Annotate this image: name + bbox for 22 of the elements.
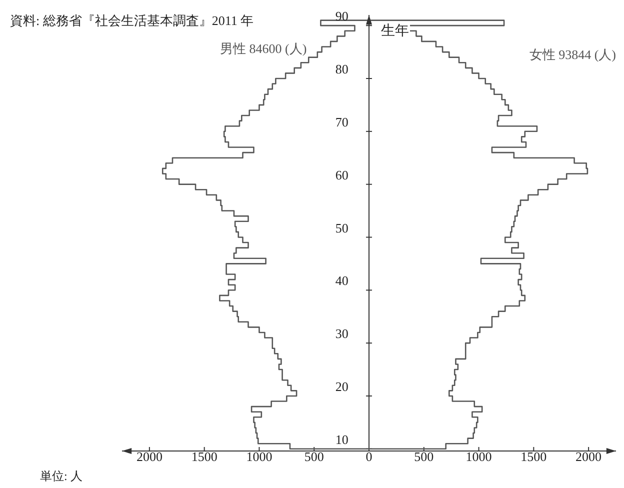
y-tick-label: 10 <box>335 432 348 447</box>
x-tick-label: 2000 <box>136 449 162 464</box>
x-tick-label: 2000 <box>576 449 602 464</box>
y-tick-label: 20 <box>335 378 348 394</box>
x-tick-label: 500 <box>414 449 434 464</box>
y-tick-label: 60 <box>335 167 348 182</box>
x-tick-label: 500 <box>304 449 324 464</box>
y-axis-title: 生年 <box>380 22 410 40</box>
text: 単位: 人 <box>40 468 82 485</box>
x-tick-label: 0 <box>366 449 372 464</box>
x-tick-label: 1000 <box>246 449 272 464</box>
x-tick-label: 1000 <box>466 449 492 464</box>
y-tick-label: 50 <box>335 220 348 236</box>
series-label: 男性 84600 (人) <box>220 40 307 58</box>
x-tick-label: 1500 <box>191 449 218 464</box>
annotation: 資料: 総務省『社会生活基本調査』2011 年 <box>10 12 254 30</box>
text: 女性 93844 (人) <box>529 46 616 64</box>
y-tick-label: 80 <box>335 62 348 77</box>
x-tick-label: 1500 <box>520 449 547 464</box>
y-tick-label: 30 <box>335 326 348 342</box>
y-tick-label: 70 <box>335 114 348 130</box>
y-tick-label: 40 <box>335 273 348 288</box>
